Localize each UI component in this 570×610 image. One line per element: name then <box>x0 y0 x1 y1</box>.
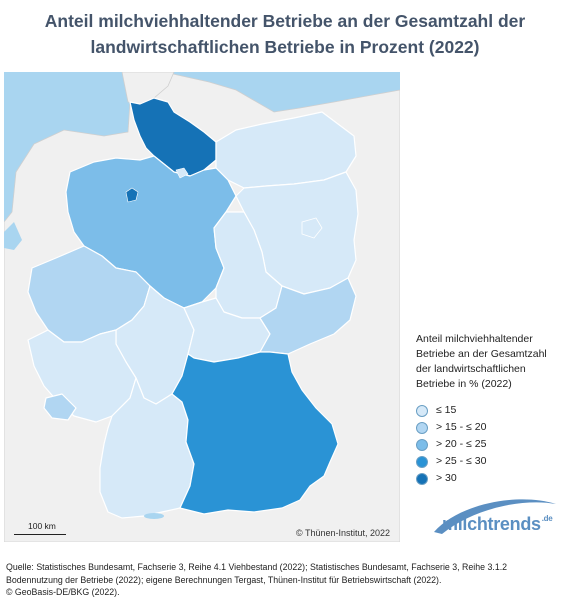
legend-swatch <box>416 455 428 468</box>
lake-constance <box>144 513 164 519</box>
legend-swatch <box>416 404 428 417</box>
scale-bar-label: 100 km <box>28 521 56 531</box>
logo-text-suffix: .de <box>541 514 553 523</box>
legend-item: > 20 - ≤ 25 <box>416 436 566 453</box>
legend-label: > 20 - ≤ 25 <box>436 438 487 450</box>
legend-label: > 25 - ≤ 30 <box>436 455 487 467</box>
milchtrends-logo: milchtrends.de <box>428 494 562 544</box>
state-bayern <box>171 351 339 515</box>
footer-line: © GeoBasis-DE/BKG (2022). <box>6 587 120 597</box>
legend-title-line: Anteil milchviehhaltender <box>416 333 533 345</box>
state-berlin <box>301 217 323 239</box>
map-frame <box>4 72 400 542</box>
map-title-line-1: Anteil milchviehhaltender Betriebe an de… <box>44 11 526 31</box>
map-title: Anteil milchviehhaltender Betriebe an de… <box>0 8 570 60</box>
legend-item: > 30 <box>416 470 566 487</box>
legend-item: > 15 - ≤ 20 <box>416 419 566 436</box>
state-bremen <box>125 187 139 203</box>
footer-line: Quelle: Statistisches Bundesamt, Fachser… <box>6 562 508 572</box>
source-footer: Quelle: Statistisches Bundesamt, Fachser… <box>6 561 566 599</box>
legend-label: ≤ 15 <box>436 404 457 416</box>
legend-item: ≤ 15 <box>416 402 566 419</box>
state-hamburg <box>175 167 189 179</box>
legend: Anteil milchviehhaltender Betriebe an de… <box>416 332 566 487</box>
footer-line: Bodennutzung der Betriebe (2022); eigene… <box>6 574 442 585</box>
logo-swoosh-icon <box>434 499 556 534</box>
logo-text-main: milchtrends <box>442 514 541 534</box>
scale-bar-line <box>14 534 66 535</box>
state-saarland <box>43 393 77 421</box>
map-title-line-2: landwirtschaftlichen Betriebe in Prozent… <box>90 37 480 57</box>
coastal-water <box>4 222 22 250</box>
legend-title-line: Betriebe in % (2022) <box>416 378 512 390</box>
legend-title-line: der landwirtschaftlichen <box>416 363 526 375</box>
logo-text: milchtrends.de <box>442 514 553 535</box>
legend-title-line: Betriebe an der Gesamtzahl <box>416 348 547 360</box>
germany-map <box>4 72 400 542</box>
map-copyright: © Thünen-Institut, 2022 <box>296 528 391 538</box>
legend-label: > 30 <box>436 472 457 484</box>
legend-swatch <box>416 438 428 451</box>
legend-item: > 25 - ≤ 30 <box>416 453 566 470</box>
legend-swatch <box>416 472 428 485</box>
legend-swatch <box>416 421 428 434</box>
legend-title: Anteil milchviehhaltender Betriebe an de… <box>416 332 566 392</box>
state-schleswig-holstein <box>129 97 217 177</box>
legend-label: > 15 - ≤ 20 <box>436 421 487 433</box>
